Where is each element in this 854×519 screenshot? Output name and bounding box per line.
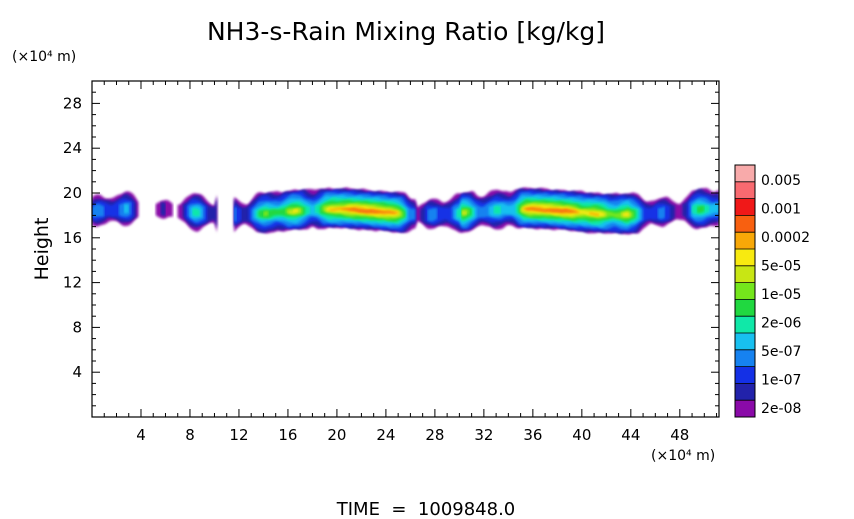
y-unit-label: (×10⁴ m)	[12, 49, 76, 65]
time-footer: TIME = 1009848.0	[336, 499, 516, 519]
contour-band	[427, 207, 438, 222]
x-unit-label: (×10⁴ m)	[651, 448, 715, 464]
colorbar-label: 0.005	[761, 173, 801, 189]
contour-band	[341, 208, 396, 214]
x-tick-label: 44	[621, 426, 640, 444]
x-tick-label: 12	[229, 426, 248, 444]
x-tick-label: 24	[376, 426, 395, 444]
contour-band	[123, 204, 129, 214]
colorbar-swatch	[735, 265, 755, 283]
colorbar-swatch	[735, 181, 755, 199]
y-tick-label: 4	[72, 363, 82, 381]
y-tick-label: 8	[72, 318, 82, 336]
y-tick-label: 12	[63, 274, 82, 292]
contour-band	[92, 203, 105, 218]
colorbar-swatch	[735, 383, 755, 401]
colorbar-swatch	[735, 249, 755, 266]
colorbar-swatch	[735, 333, 755, 350]
colorbar-swatch	[735, 299, 755, 317]
plot-frame	[91, 80, 720, 418]
colorbar-label: 2e-06	[761, 316, 801, 332]
colorbar-swatch	[735, 282, 755, 300]
contour-band	[623, 212, 629, 216]
colorbar-swatch	[735, 366, 755, 384]
colorbar-swatch	[735, 316, 755, 333]
mixing-ratio-field	[92, 187, 719, 235]
contour-band	[697, 205, 705, 213]
chart-title: NH3-s-Rain Mixing Ratio [kg/kg]	[207, 17, 605, 46]
y-tick-label: 20	[63, 184, 82, 202]
x-tick-label: 48	[670, 426, 689, 444]
colorbar-swatch	[735, 400, 755, 417]
contour-band	[525, 207, 577, 214]
contour-band	[493, 205, 501, 214]
colorbar-frame	[734, 164, 756, 418]
x-tick-label: 16	[278, 426, 297, 444]
contour-band	[292, 209, 298, 213]
colorbar-swatch	[735, 232, 755, 249]
y-tick-label: 28	[63, 94, 82, 112]
colorbar-label: 5e-05	[761, 259, 801, 275]
colorbar-label: 0.001	[761, 202, 801, 218]
x-tick-label: 4	[136, 426, 146, 444]
colorbar-swatch	[735, 198, 755, 216]
x-tick-label: 40	[572, 426, 591, 444]
x-tick-label: 28	[425, 426, 444, 444]
colorbar-label: 2e-08	[761, 401, 801, 417]
colorbar-swatch	[735, 165, 755, 182]
colorbar-swatch	[735, 215, 755, 233]
x-tick-label: 20	[327, 426, 346, 444]
x-tick-label: 32	[474, 426, 493, 444]
y-axis: 4 8 12 16 20 24 28	[63, 91, 719, 407]
x-axis: 4 8 12 16 20 24 28 32 36 40 44 48	[103, 81, 718, 444]
colorbar-label: 0.0002	[761, 230, 810, 246]
contour-band	[234, 206, 237, 223]
y-axis-label: Height	[31, 218, 53, 281]
colorbar: 0.005 0.001 0.0002 5e-05 1e-05 2e-06 5e-07 1e-0…	[734, 164, 810, 418]
x-tick-label: 8	[185, 426, 195, 444]
y-tick-label: 24	[63, 139, 82, 157]
colorbar-swatch	[735, 349, 755, 367]
y-tick-label: 16	[63, 229, 82, 247]
contour-band	[160, 202, 166, 216]
x-tick-label: 36	[523, 426, 542, 444]
contour-band	[589, 212, 599, 216]
contour-band	[461, 210, 467, 215]
contour-band	[263, 210, 269, 217]
contour-band	[657, 206, 666, 220]
colorbar-label: 1e-07	[761, 373, 801, 389]
colorbar-label: 1e-05	[761, 287, 801, 303]
contour-band	[192, 208, 200, 217]
colorbar-label: 5e-07	[761, 344, 801, 360]
